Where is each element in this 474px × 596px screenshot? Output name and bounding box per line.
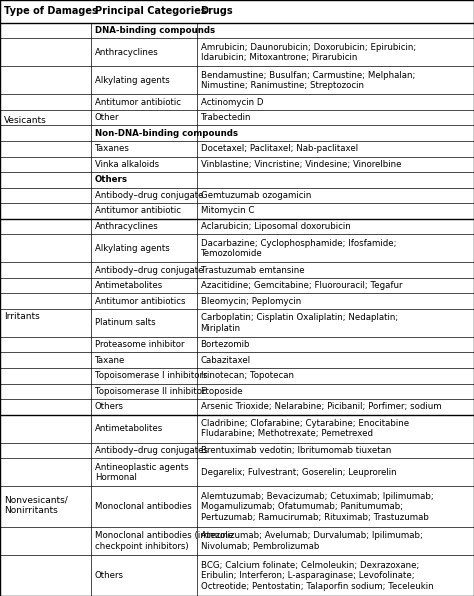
Text: Others: Others [95, 402, 124, 411]
Text: Others: Others [95, 571, 124, 580]
Text: Platinum salts: Platinum salts [95, 318, 155, 327]
Text: Other: Other [95, 113, 119, 122]
Text: Antitumor antibiotic: Antitumor antibiotic [95, 206, 181, 215]
Text: Antineoplastic agents
Hormonal: Antineoplastic agents Hormonal [95, 462, 189, 482]
Text: Bortezomib: Bortezomib [201, 340, 250, 349]
Text: Topoisomerase II inhibitor: Topoisomerase II inhibitor [95, 387, 205, 396]
Text: Antibody–drug conjugate: Antibody–drug conjugate [95, 266, 203, 275]
Text: Principal Categories: Principal Categories [95, 7, 206, 16]
Text: Carboplatin; Cisplatin Oxaliplatin; Nedaplatin;
Miriplatin: Carboplatin; Cisplatin Oxaliplatin; Neda… [201, 313, 398, 333]
Text: Cladribine; Clofarabine; Cytarabine; Enocitabine
Fludarabine; Methotrexate; Peme: Cladribine; Clofarabine; Cytarabine; Eno… [201, 419, 409, 438]
Text: Anthracyclines: Anthracyclines [95, 48, 158, 57]
Text: DNA-binding compounds: DNA-binding compounds [95, 26, 215, 35]
Text: Mitomycin C: Mitomycin C [201, 206, 254, 215]
Text: Amrubicin; Daunorubicin; Doxorubicin; Epirubicin;
Idarubicin; Mitoxantrone; Pira: Amrubicin; Daunorubicin; Doxorubicin; Ep… [201, 42, 416, 62]
Text: Trabectedin: Trabectedin [201, 113, 251, 122]
Text: Type of Damages: Type of Damages [4, 7, 98, 16]
Text: Alkylating agents: Alkylating agents [95, 76, 170, 85]
Text: Non-DNA-binding compounds: Non-DNA-binding compounds [95, 129, 238, 138]
Text: Aclarubicin; Liposomal doxorubicin: Aclarubicin; Liposomal doxorubicin [201, 222, 350, 231]
Text: Monoclonal antibodies: Monoclonal antibodies [95, 502, 191, 511]
Text: BCG; Calcium folinate; Celmoleukin; Dexrazoxane;
Eribulin; Interferon; L-asparag: BCG; Calcium folinate; Celmoleukin; Dexr… [201, 561, 433, 591]
Text: Arsenic Trioxide; Nelarabine; Picibanil; Porfimer; sodium: Arsenic Trioxide; Nelarabine; Picibanil;… [201, 402, 441, 411]
Text: Docetaxel; Paclitaxel; Nab-paclitaxel: Docetaxel; Paclitaxel; Nab-paclitaxel [201, 144, 357, 153]
Text: Azacitidine; Gemcitabine; Fluorouracil; Tegafur: Azacitidine; Gemcitabine; Fluorouracil; … [201, 281, 402, 290]
Text: Vinblastine; Vincristine; Vindesine; Vinorelbine: Vinblastine; Vincristine; Vindesine; Vin… [201, 160, 401, 169]
Text: Anthracyclines: Anthracyclines [95, 222, 158, 231]
Text: Irinotecan; Topotecan: Irinotecan; Topotecan [201, 371, 293, 380]
Text: Etoposide: Etoposide [201, 387, 243, 396]
Text: Antibody–drug conjugate: Antibody–drug conjugate [95, 191, 203, 200]
Text: Cabazitaxel: Cabazitaxel [201, 356, 251, 365]
Text: Drugs: Drugs [201, 7, 233, 16]
Text: Antitumor antibiotics: Antitumor antibiotics [95, 297, 185, 306]
Text: Alemtuzumab; Bevacizumab; Cetuximab; Ipilimumab;
Mogamulizumab; Ofatumumab; Pani: Alemtuzumab; Bevacizumab; Cetuximab; Ipi… [201, 492, 433, 522]
Text: Topoisomerase I inhibitors: Topoisomerase I inhibitors [95, 371, 207, 380]
Text: Gemtuzumab ozogamicin: Gemtuzumab ozogamicin [201, 191, 311, 200]
Text: Bendamustine; Busulfan; Carmustine; Melphalan;
Nimustine; Ranimustine; Streptozo: Bendamustine; Busulfan; Carmustine; Melp… [201, 71, 415, 90]
Text: Antimetabolites: Antimetabolites [95, 424, 163, 433]
Text: Irritants: Irritants [4, 312, 39, 321]
Text: Antimetabolites: Antimetabolites [95, 281, 163, 290]
Text: Brentuximab vedotin; Ibritumomab tiuxetan: Brentuximab vedotin; Ibritumomab tiuxeta… [201, 446, 391, 455]
Text: Taxanes: Taxanes [95, 144, 130, 153]
Text: Degarelix; Fulvestrant; Goserelin; Leuprorelin: Degarelix; Fulvestrant; Goserelin; Leupr… [201, 468, 396, 477]
Text: Monoclonal antibodies (immune
checkpoint inhibitors): Monoclonal antibodies (immune checkpoint… [95, 532, 233, 551]
Text: Antibody–drug conjugates: Antibody–drug conjugates [95, 446, 208, 455]
Text: Bleomycin; Peplomycin: Bleomycin; Peplomycin [201, 297, 301, 306]
Text: Atezolizumab; Avelumab; Durvalumab; Ipilimumab;
Nivolumab; Pembrolizumab: Atezolizumab; Avelumab; Durvalumab; Ipil… [201, 532, 422, 551]
Text: Trastuzumab emtansine: Trastuzumab emtansine [201, 266, 304, 275]
Text: Alkylating agents: Alkylating agents [95, 244, 170, 253]
Text: Proteasome inhibitor: Proteasome inhibitor [95, 340, 184, 349]
Text: Nonvesicants/
Nonirritants: Nonvesicants/ Nonirritants [4, 496, 67, 515]
Text: Vesicants: Vesicants [4, 116, 46, 125]
Text: Vinka alkaloids: Vinka alkaloids [95, 160, 159, 169]
Text: Taxane: Taxane [95, 356, 125, 365]
Text: Antitumor antibiotic: Antitumor antibiotic [95, 98, 181, 107]
Text: Others: Others [95, 175, 128, 184]
Text: Actinomycin D: Actinomycin D [201, 98, 263, 107]
Text: Dacarbazine; Cyclophosphamide; Ifosfamide;
Temozolomide: Dacarbazine; Cyclophosphamide; Ifosfamid… [201, 238, 396, 258]
